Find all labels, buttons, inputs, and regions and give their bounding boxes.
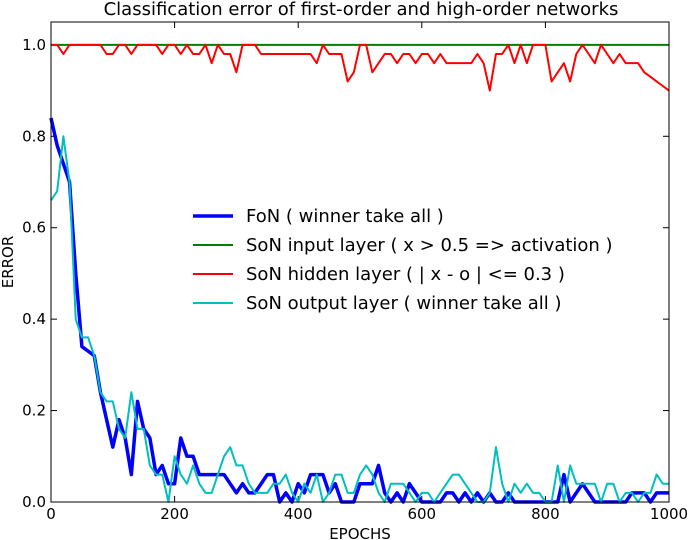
y-axis-label: ERROR	[0, 236, 17, 289]
y-tick-label: 0.2	[22, 402, 46, 420]
x-tick-label: 600	[407, 505, 436, 523]
x-tick-label: 800	[531, 505, 560, 523]
x-axis-label: EPOCHS	[329, 525, 391, 540]
x-tick-label: 200	[160, 505, 189, 523]
chart-title: Classification error of first-order and …	[104, 0, 619, 20]
y-tick-label: 0.6	[22, 219, 46, 237]
legend-text: SoN output layer ( winner take all )	[246, 293, 562, 314]
y-tick-label: 0.8	[22, 127, 46, 145]
series-line	[49, 117, 669, 504]
y-tick-label: 0.4	[22, 310, 46, 328]
x-tick-label: 0	[46, 505, 56, 523]
series-line	[51, 43, 670, 92]
x-tick-label: 400	[284, 505, 313, 523]
legend-text: SoN input layer ( x > 0.5 => activation …	[246, 235, 613, 256]
series-line	[50, 135, 669, 503]
legend-text: SoN hidden layer ( | x - o | <= 0.3 )	[246, 264, 565, 285]
plot-frame	[50, 21, 670, 503]
x-tick-label: 1000	[650, 505, 688, 523]
y-tick-label: 0.0	[22, 493, 46, 511]
y-tick-label: 1.0	[22, 36, 46, 54]
legend-text: FoN ( winner take all )	[246, 206, 444, 227]
